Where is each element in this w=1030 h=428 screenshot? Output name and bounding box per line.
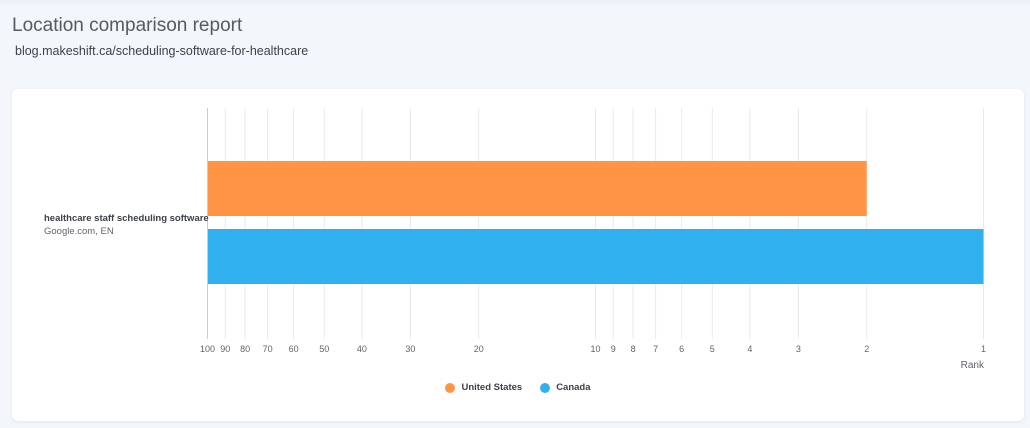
x-tick-label: 3 bbox=[796, 344, 801, 354]
x-tick-label: 5 bbox=[710, 344, 715, 354]
x-tick-label: 90 bbox=[220, 344, 230, 354]
bar-canada[interactable] bbox=[208, 229, 984, 284]
bars bbox=[208, 161, 984, 284]
x-tick-label: 60 bbox=[289, 344, 299, 354]
x-tick-labels: 100 90 80 70 60 50 40 30 20 10 9 8 7 6 5 4 3 2 1 bbox=[200, 344, 986, 354]
x-tick-label: 1 bbox=[981, 344, 986, 354]
legend: United States Canada bbox=[12, 382, 1024, 393]
bar-united-states[interactable] bbox=[208, 161, 867, 216]
keyword-engine: Google.com, EN bbox=[44, 226, 114, 237]
x-tick-label: 30 bbox=[405, 344, 415, 354]
chart-card: 100 90 80 70 60 50 40 30 20 10 9 8 7 6 5 4 3 2 1 Rank heal… bbox=[12, 89, 1024, 421]
x-tick-label: 10 bbox=[590, 344, 600, 354]
keyword-label: healthcare staff scheduling software Goo… bbox=[44, 213, 209, 237]
x-tick-label: 50 bbox=[319, 344, 329, 354]
legend-label: United States bbox=[461, 382, 523, 393]
x-tick-label: 20 bbox=[474, 344, 484, 354]
top-shade bbox=[0, 0, 1030, 6]
keyword-name: healthcare staff scheduling software bbox=[44, 213, 209, 224]
grid-lines bbox=[207, 108, 984, 339]
report-url: blog.makeshift.ca/scheduling-software-fo… bbox=[15, 44, 309, 58]
x-tick-label: 6 bbox=[679, 344, 684, 354]
legend-label: Canada bbox=[556, 382, 591, 393]
x-tick-label: 80 bbox=[240, 344, 250, 354]
x-tick-label: 100 bbox=[200, 344, 215, 354]
x-tick-label: 9 bbox=[611, 344, 616, 354]
x-tick-label: 8 bbox=[631, 344, 636, 354]
x-tick-label: 4 bbox=[747, 344, 752, 354]
x-tick-label: 40 bbox=[357, 344, 367, 354]
x-tick-label: 70 bbox=[263, 344, 273, 354]
x-tick-label: 7 bbox=[653, 344, 658, 354]
legend-item-canada[interactable]: Canada bbox=[540, 382, 591, 393]
x-tick-label: 2 bbox=[864, 344, 869, 354]
page-title: Location comparison report bbox=[12, 15, 243, 36]
legend-dot-icon bbox=[540, 382, 551, 393]
legend-dot-icon bbox=[445, 382, 456, 393]
legend-item-united-states[interactable]: United States bbox=[445, 382, 522, 393]
rank-bar-chart: 100 90 80 70 60 50 40 30 20 10 9 8 7 6 5 4 3 2 1 Rank bbox=[200, 108, 986, 371]
x-axis-title: Rank bbox=[961, 360, 985, 371]
